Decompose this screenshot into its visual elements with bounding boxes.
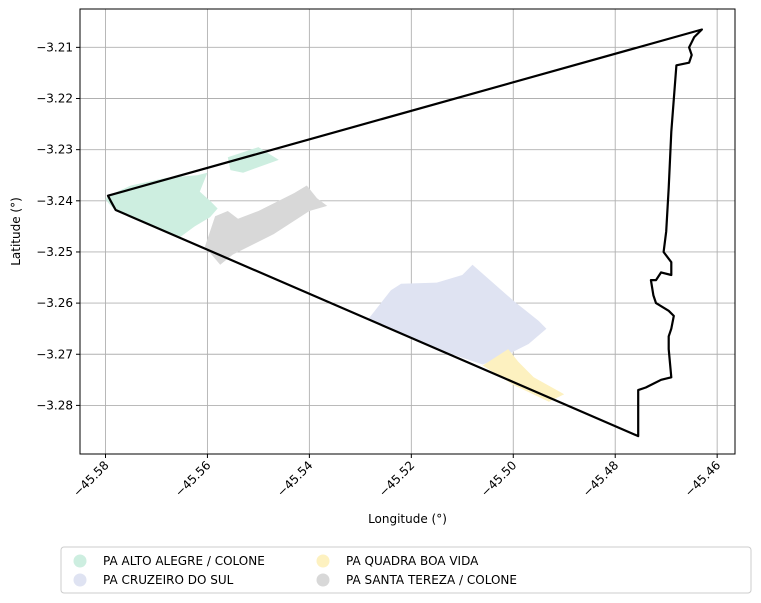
y-tick-label: −3.23	[36, 143, 73, 157]
boundary	[106, 28, 704, 438]
region-polygon-2	[482, 349, 565, 402]
legend-label: PA ALTO ALEGRE / COLONE	[103, 554, 265, 568]
y-tick-label: −3.28	[36, 398, 73, 412]
legend-box	[60, 546, 752, 594]
x-tick-label: −45.54	[274, 458, 315, 499]
legend-marker	[316, 573, 330, 587]
regions	[105, 147, 565, 402]
legend-marker	[316, 554, 330, 568]
region-polygon-3	[204, 185, 328, 265]
x-tick-label: −45.58	[70, 458, 111, 499]
y-tick-label: −3.24	[36, 194, 73, 208]
x-axis-ticks: −45.58 −45.56 −45.54 −45.52 −45.50 −45.48 −45.…	[70, 454, 723, 500]
boundary-outline	[106, 28, 704, 438]
plot-frame	[79, 8, 736, 455]
y-axis-label: Latitude (°)	[9, 197, 23, 266]
x-tick-label: −45.48	[580, 458, 621, 499]
legend-marker	[73, 573, 87, 587]
legend-label: PA SANTA TEREZA / COLONE	[346, 573, 517, 587]
region-polygon-0	[227, 147, 279, 173]
y-axis-ticks: −3.21 −3.22 −3.23 −3.24 −3.25 −3.26 −3.27 −3.28	[36, 40, 80, 412]
x-axis-label: Longitude (°)	[368, 512, 447, 526]
x-tick-label: −45.50	[478, 458, 519, 499]
y-tick-label: −3.25	[36, 245, 73, 259]
y-tick-label: −3.26	[36, 296, 73, 310]
legend-label: PA CRUZEIRO DO SUL	[103, 573, 234, 587]
region-polygon-1	[368, 264, 547, 365]
y-tick-label: −3.22	[36, 92, 73, 106]
x-tick-label: −45.46	[682, 458, 723, 499]
x-tick-label: −45.52	[376, 458, 417, 499]
legend-label: PA QUADRA BOA VIDA	[346, 554, 479, 568]
legend-marker	[73, 554, 87, 568]
legend: PA ALTO ALEGRE / COLONE PA CRUZEIRO DO SU…	[60, 546, 752, 594]
y-tick-label: −3.21	[36, 40, 73, 54]
y-tick-label: −3.27	[36, 347, 73, 361]
x-tick-label: −45.56	[172, 458, 213, 499]
region-polygon-0	[105, 172, 218, 238]
